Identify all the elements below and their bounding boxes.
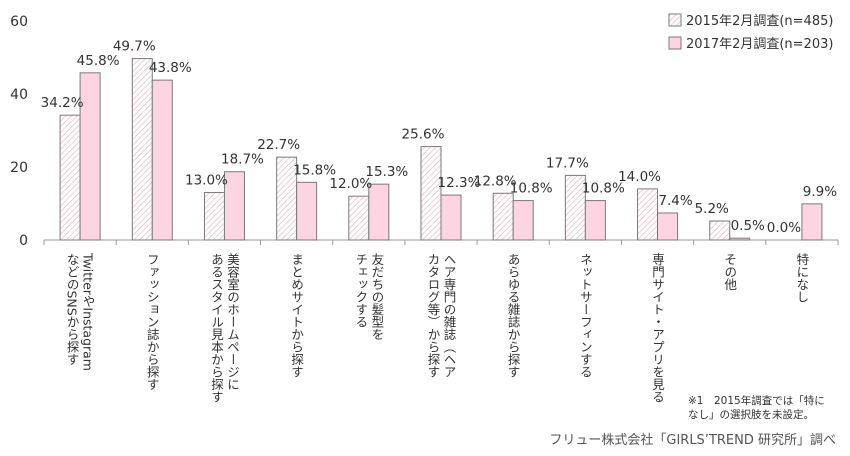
bar-2017-4 [368, 183, 390, 241]
data-label-2017-1: 43.8% [149, 60, 192, 76]
bar-2017-9 [729, 237, 751, 241]
data-label-2015-6: 12.8% [474, 173, 517, 189]
data-label-2017-4: 15.3% [365, 164, 408, 180]
data-label-2015-2: 13.0% [185, 173, 228, 189]
bar-2017-7 [584, 200, 606, 241]
data-label-2015-9: 5.2% [695, 201, 729, 217]
y-tick-label-2: 40 [10, 87, 28, 103]
data-label-2017-2: 18.7% [221, 152, 264, 168]
bar-2015-4 [348, 195, 370, 241]
category-label-8-0: 専門サイト・アプリを見る [650, 253, 665, 403]
data-label-2015-5: 25.6% [402, 127, 445, 143]
category-label-5-0: ヘア専門の雑誌（ヘア [442, 253, 457, 378]
bar-2017-3 [296, 181, 318, 241]
y-tick-label-1: 20 [10, 160, 28, 176]
bar-2015-0 [59, 114, 81, 241]
data-label-2017-5: 12.3% [438, 175, 481, 191]
y-tick-label-0: 0 [19, 233, 28, 249]
bar-2017-8 [657, 212, 679, 241]
bar-2017-5 [440, 194, 462, 241]
category-label-10-0: 特になし [794, 252, 809, 303]
bars [59, 58, 823, 241]
bar-2017-10 [801, 203, 823, 241]
legend-label-2017: 2017年2月調査(n=203) [686, 37, 833, 52]
data-label-2017-6: 10.8% [510, 181, 553, 197]
legend: 2015年2月調査(n=485) 2017年2月調査(n=203) [668, 13, 833, 52]
bar-2017-0 [79, 72, 101, 241]
footnote: ※1 2015年調査では「特に なし」の選択肢を未設定。 [688, 394, 825, 421]
bar-2015-1 [131, 58, 153, 241]
footnote-line-1: ※1 2015年調査では「特に [688, 394, 825, 407]
category-label-6-0: あらゆる雑誌から探す [506, 253, 521, 378]
bar-2017-1 [151, 79, 173, 241]
data-label-2015-3: 22.7% [257, 137, 300, 153]
data-label-2017-3: 15.8% [293, 162, 336, 178]
data-label-2015-10: 0.0% [767, 220, 801, 236]
data-label-2015-8: 14.0% [618, 169, 661, 185]
data-labels: 34.2% 49.7% 13.0% 22.7% 12.0% 25.6% 12.8% 17.7%… [41, 39, 838, 236]
legend-swatch-2015 [668, 13, 682, 27]
bar-2015-9 [709, 220, 731, 241]
category-label-4-1: チェックする [353, 253, 368, 328]
bar-2015-5 [420, 146, 442, 241]
category-label-3-0: まとめサイトから探す [289, 253, 304, 378]
data-label-2017-10: 9.9% [803, 184, 837, 200]
category-label-7-0: ネットサーフィンする [578, 253, 593, 378]
data-label-2017-9: 0.5% [731, 218, 765, 234]
data-label-2017-7: 10.8% [582, 181, 625, 197]
data-label-2015-1: 49.7% [113, 39, 156, 55]
category-label-4-0: 友だちの髪型を [369, 253, 384, 341]
legend-label-2015: 2015年2月調査(n=485) [686, 14, 833, 29]
y-tick-label-3: 60 [10, 14, 28, 30]
bar-2015-6 [492, 192, 514, 241]
source-credit: フリュー株式会社「GIRLS’TREND 研究所」調べ [549, 432, 836, 448]
data-label-2015-0: 34.2% [41, 95, 84, 111]
category-label-0-1: などのSNSから探す [65, 253, 80, 366]
bar-2017-6 [512, 200, 534, 241]
bar-2015-8 [637, 188, 659, 241]
footnote-line-2: なし」の選択肢を未設定。 [688, 408, 814, 421]
category-label-9-0: その他 [722, 253, 737, 291]
bar-2017-2 [223, 171, 245, 241]
category-label-1-0: ファッション誌から探す [145, 253, 160, 391]
category-label-0-0: TwitterやInstagram [81, 252, 96, 371]
category-label-5-1: カタログ等）から探す [426, 253, 441, 378]
data-label-2015-4: 12.0% [329, 176, 372, 192]
data-label-2017-8: 7.4% [658, 193, 692, 209]
category-label-2-0: 美容室のホームページに [225, 253, 240, 391]
data-label-2017-0: 45.8% [77, 53, 120, 69]
data-label-2015-7: 17.7% [546, 155, 589, 171]
legend-swatch-2017 [668, 36, 682, 50]
bar-2015-2 [203, 192, 225, 241]
category-label-2-1: あるスタイル見本から探す [209, 253, 224, 403]
